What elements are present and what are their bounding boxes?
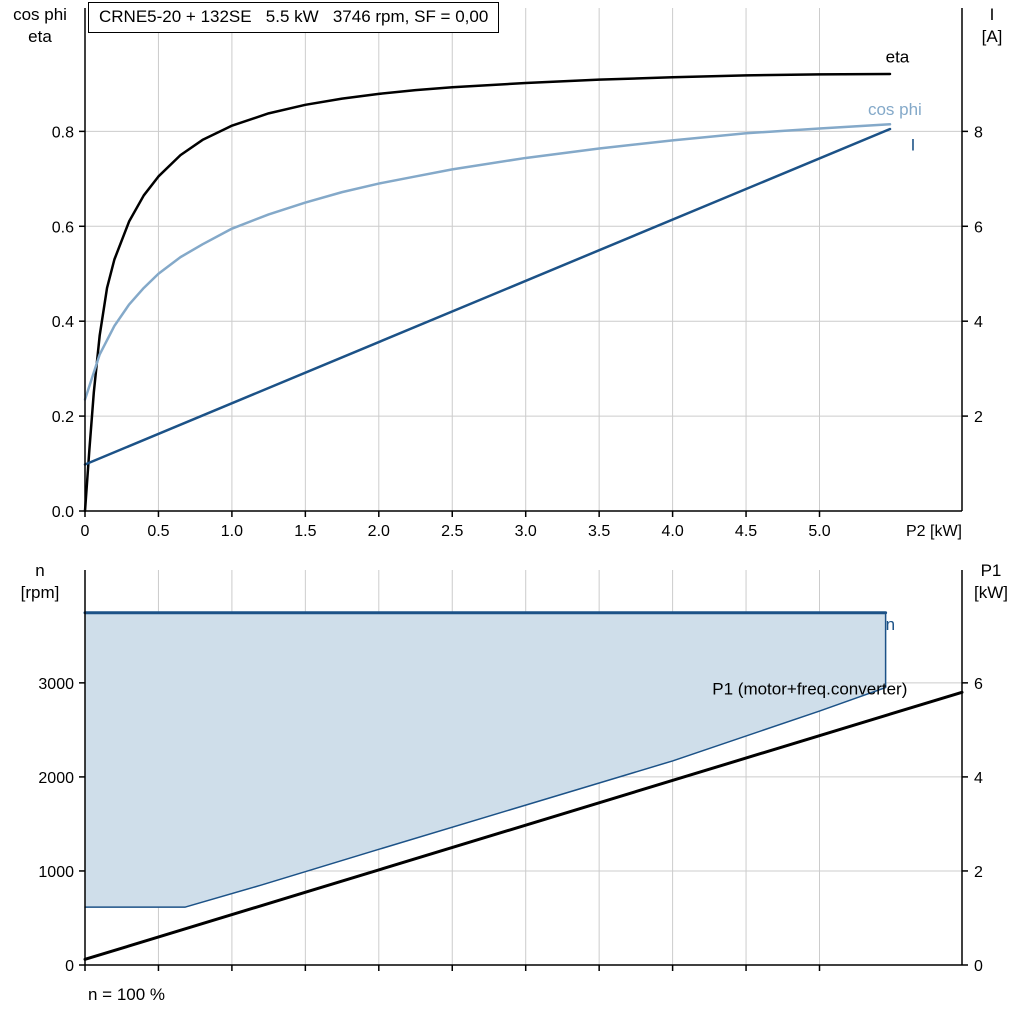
axis-tick-label: 1.0 — [221, 523, 243, 540]
eta-curve — [83, 72, 892, 513]
top-chart: 0 0.5 1.0 1.5 2.0 2.5 3.0 3.5 4.0 4.5 5.0 P2 [kW] 0.… — [52, 8, 983, 540]
axis-tick-label: 0.2 — [52, 409, 74, 426]
axis-tick-label: 4.5 — [735, 523, 757, 540]
axis-tick-label: 8 — [974, 124, 983, 141]
axis-title-p1: P1 — [980, 561, 1002, 580]
axis-tick-label: 0.8 — [52, 124, 74, 141]
axis-tick-label: 0 — [81, 523, 90, 540]
axis-tick-label: 4.0 — [661, 523, 683, 540]
axis-title-current-unit: [A] — [981, 27, 1003, 46]
p1-motor-freq-converter-curve — [83, 690, 964, 961]
axis-title-eta: eta — [28, 27, 52, 46]
axis-title-current: I — [989, 5, 995, 24]
top-right-axis-title: I [A] — [964, 4, 1020, 48]
axis-tick-label: 2.5 — [441, 523, 463, 540]
axis-tick-label: 0.5 — [147, 523, 169, 540]
axis-tick-label: 2 — [974, 864, 983, 881]
axis-title-speed: n — [35, 561, 45, 580]
x-axis-label: P2 [kW] — [906, 523, 962, 540]
chart-title-box: CRNE5-20 + 132SE 5.5 kW 3746 rpm, SF = 0… — [88, 2, 500, 33]
cos-phi-curve — [83, 123, 892, 401]
axis-tick-label: 1000 — [38, 864, 74, 881]
axis-tick-label: 0.6 — [52, 219, 74, 236]
axis-tick-label: 2000 — [38, 770, 74, 787]
axis-title-cos-phi: cos phi — [13, 5, 67, 24]
axis-tick-label: 2 — [974, 409, 983, 426]
axis-tick-label: 0 — [974, 958, 983, 975]
eta-curve-label: eta — [886, 48, 910, 67]
cos-phi-curve-label: cos phi — [868, 100, 922, 119]
top-left-axis-title: cos phi eta — [2, 4, 78, 48]
axis-tick-label: 3000 — [38, 676, 74, 693]
axis-tick-label: 6 — [974, 676, 983, 693]
axis-tick-label: 5.0 — [808, 523, 830, 540]
axis-tick-label: 3.5 — [588, 523, 610, 540]
axis-tick-label: 2.0 — [368, 523, 390, 540]
axis-tick-label: 3.0 — [515, 523, 537, 540]
bottom-chart: 0 1000 2000 3000 0 2 4 6 n P1 (motor+freq.convert… — [38, 570, 983, 975]
speed-range-boundary-curve — [84, 611, 887, 908]
axis-tick-label: 4 — [974, 770, 983, 787]
axis-tick-label: 4 — [974, 314, 983, 331]
speed-range-area-area — [85, 612, 886, 908]
p1-motor-freq-converter-curve-label: P1 (motor+freq.converter) — [712, 680, 907, 699]
axis-tick-label: 0 — [65, 958, 74, 975]
axis-tick-label: 6 — [974, 219, 983, 236]
axis-title-p1-unit: [kW] — [974, 583, 1008, 602]
axis-tick-label: 1.5 — [294, 523, 316, 540]
i-curve-label: I — [911, 135, 916, 154]
i-curve — [83, 127, 892, 466]
bottom-left-axis-title: n [rpm] — [2, 560, 78, 604]
axis-tick-label: 0.0 — [52, 504, 74, 521]
bottom-right-axis-title: P1 [kW] — [960, 560, 1022, 604]
axis-title-speed-unit: [rpm] — [20, 583, 60, 602]
n-curve-label: n — [886, 615, 895, 634]
axis-tick-label: 0.4 — [52, 314, 74, 331]
speed-percentage-note: n = 100 % — [88, 985, 166, 1004]
